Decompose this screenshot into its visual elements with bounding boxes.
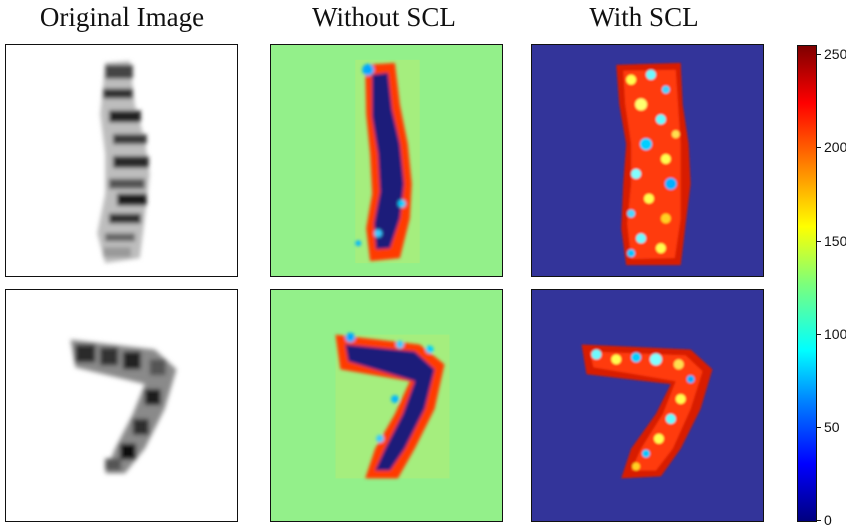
- colorbar-tick-mark: [816, 241, 821, 242]
- colorbar-tick-label: 0: [824, 513, 832, 527]
- column-title-with-scl: With SCL: [524, 2, 764, 33]
- original-image-row1: [5, 44, 238, 277]
- without-scl-heatmap-row1: [270, 44, 503, 277]
- heatmap-with-scl-1: [532, 45, 763, 276]
- colorbar: 0 50 100 150 200 250: [797, 45, 817, 522]
- colorbar-tick-label: 200: [824, 140, 846, 154]
- colorbar-gradient: [797, 45, 817, 522]
- colorbar-tick-label: 250: [824, 47, 846, 61]
- heatmap-without-scl-2: [271, 290, 502, 521]
- column-title-original: Original Image: [2, 2, 242, 33]
- colorbar-tick-label: 100: [824, 327, 846, 341]
- chromosome-grayscale-straight: [6, 45, 237, 276]
- colorbar-tick-mark: [816, 54, 821, 55]
- colorbar-tick-label: 150: [824, 234, 846, 248]
- heatmap-without-scl-1: [271, 45, 502, 276]
- colorbar-tick-mark: [816, 334, 821, 335]
- without-scl-heatmap-row2: [270, 289, 503, 522]
- original-image-row2: [5, 289, 238, 522]
- with-scl-heatmap-row1: [531, 44, 764, 277]
- chromosome-grayscale-bent: [6, 290, 237, 521]
- colorbar-tick-label: 50: [824, 420, 840, 434]
- colorbar-tick-mark: [816, 520, 821, 521]
- heatmap-with-scl-2: [532, 290, 763, 521]
- column-title-without-scl: Without SCL: [264, 2, 504, 33]
- colorbar-tick-mark: [816, 427, 821, 428]
- colorbar-tick-mark: [816, 147, 821, 148]
- with-scl-heatmap-row2: [531, 289, 764, 522]
